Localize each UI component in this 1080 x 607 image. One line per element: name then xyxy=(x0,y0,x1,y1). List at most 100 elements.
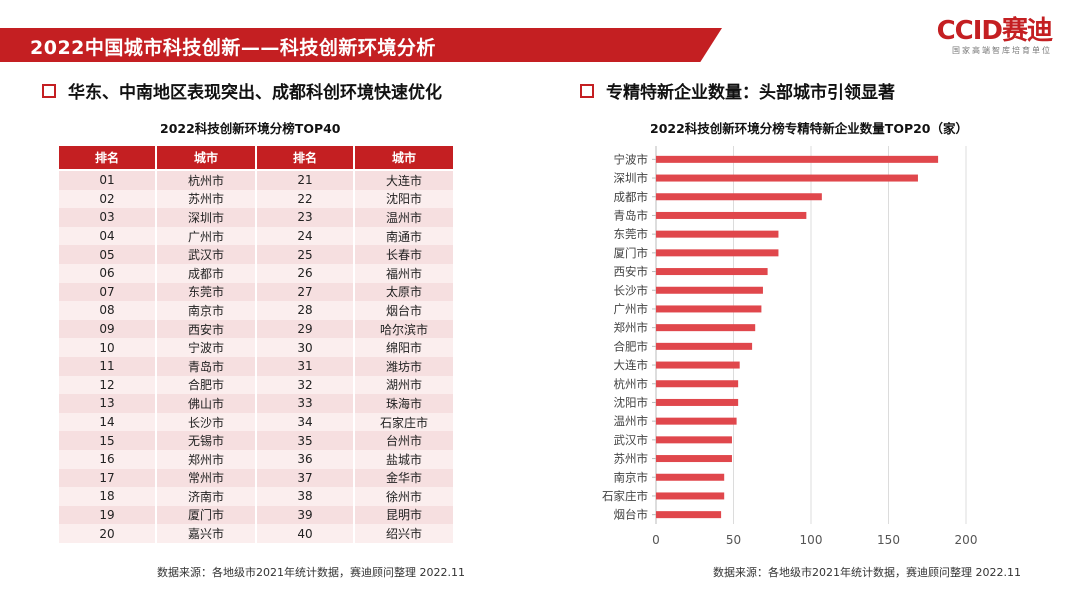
category-label: 石家庄市 xyxy=(602,489,648,503)
bar xyxy=(656,492,725,500)
rank-cell: 14 xyxy=(59,412,155,432)
table-row: 02 苏州市 22 沈阳市 xyxy=(59,189,453,209)
city-cell: 长沙市 xyxy=(157,412,255,432)
column-header: 城市 xyxy=(355,146,453,171)
right-section-title: 专精特新企业数量：头部城市引领显著 xyxy=(606,83,895,103)
rank-cell: 01 xyxy=(59,171,155,190)
bar xyxy=(656,324,756,332)
table-row: 12 合肥市 32 湖州市 xyxy=(59,375,453,395)
rank-cell: 38 xyxy=(257,487,353,506)
chart-title: 2022科技创新环境分榜专精特新企业数量TOP20（家） xyxy=(650,121,969,136)
bar xyxy=(656,193,822,201)
city-cell: 嘉兴市 xyxy=(157,524,255,543)
city-cell: 哈尔滨市 xyxy=(355,319,453,339)
x-tick-label: 200 xyxy=(955,533,978,547)
category-label: 沈阳市 xyxy=(614,395,649,409)
city-cell: 金华市 xyxy=(355,468,453,488)
city-cell: 青岛市 xyxy=(157,356,255,376)
city-cell: 烟台市 xyxy=(355,301,453,320)
category-label: 南京市 xyxy=(614,470,649,484)
rank-cell: 34 xyxy=(257,412,353,432)
city-cell: 常州市 xyxy=(157,468,255,488)
rank-cell: 25 xyxy=(257,245,353,264)
rank-cell: 09 xyxy=(59,319,155,339)
city-cell: 长春市 xyxy=(355,245,453,264)
table-row: 20 嘉兴市 40 绍兴市 xyxy=(59,524,453,543)
city-cell: 台州市 xyxy=(355,431,453,450)
bar xyxy=(656,417,737,425)
rank-cell: 37 xyxy=(257,468,353,488)
logo-subtitle: 国家高端智库培育单位 xyxy=(952,46,1052,55)
category-label: 苏州市 xyxy=(614,452,649,466)
ranking-table: 排名 城市 排名 城市 01 杭州市 21 大连市 02 苏州市 22 沈阳市 03 深圳市 23 温… xyxy=(57,146,455,543)
bar xyxy=(656,361,740,369)
table-row: 15 无锡市 35 台州市 xyxy=(59,431,453,450)
city-cell: 苏州市 xyxy=(157,189,255,209)
city-cell: 济南市 xyxy=(157,487,255,506)
bar xyxy=(656,174,918,182)
rank-cell: 35 xyxy=(257,431,353,450)
rank-cell: 17 xyxy=(59,468,155,488)
table-row: 04 广州市 24 南通市 xyxy=(59,226,453,246)
title-banner xyxy=(0,28,722,62)
table-row: 13 佛山市 33 珠海市 xyxy=(59,394,453,413)
bar xyxy=(656,155,939,163)
city-cell: 温州市 xyxy=(355,208,453,227)
ccid-logo: CCID赛迪 国家高端智库培育单位 xyxy=(936,10,1053,56)
x-tick-label: 150 xyxy=(877,533,900,547)
city-cell: 佛山市 xyxy=(157,394,255,413)
city-cell: 武汉市 xyxy=(157,245,255,264)
city-cell: 昆明市 xyxy=(355,505,453,525)
table-row: 14 长沙市 34 石家庄市 xyxy=(59,412,453,432)
category-label: 合肥市 xyxy=(614,339,649,353)
table-row: 19 厦门市 39 昆明市 xyxy=(59,505,453,525)
rank-cell: 18 xyxy=(59,487,155,506)
city-cell: 绍兴市 xyxy=(355,524,453,543)
bar xyxy=(656,436,732,444)
rank-cell: 33 xyxy=(257,394,353,413)
city-cell: 珠海市 xyxy=(355,394,453,413)
rank-cell: 40 xyxy=(257,524,353,543)
rank-cell: 03 xyxy=(59,208,155,227)
category-label: 西安市 xyxy=(614,265,649,279)
category-label: 深圳市 xyxy=(614,171,649,185)
category-label: 杭州市 xyxy=(614,377,649,391)
city-cell: 西安市 xyxy=(157,319,255,339)
city-cell: 盐城市 xyxy=(355,449,453,469)
city-cell: 徐州市 xyxy=(355,487,453,506)
rank-cell: 19 xyxy=(59,505,155,525)
table-row: 10 宁波市 30 绵阳市 xyxy=(59,338,453,357)
bar xyxy=(656,249,779,257)
bar-chart: 0 50 100 150 200 宁波市深圳市成都市青岛市东莞市厦门市西安市长沙市广州市郑… xyxy=(602,146,978,547)
category-label: 成都市 xyxy=(614,190,649,204)
table-row: 01 杭州市 21 大连市 xyxy=(59,171,453,190)
table-row: 05 武汉市 25 长春市 xyxy=(59,245,453,264)
x-tick-label: 0 xyxy=(652,533,660,547)
category-label: 东莞市 xyxy=(614,227,649,241)
rank-cell: 28 xyxy=(257,301,353,320)
logo-text: CCID赛迪 xyxy=(936,16,1053,46)
column-header: 排名 xyxy=(257,146,353,171)
table-header-row: 排名 城市 排名 城市 xyxy=(59,146,453,171)
table-row: 06 成都市 26 福州市 xyxy=(59,263,453,283)
rank-cell: 11 xyxy=(59,356,155,376)
city-cell: 沈阳市 xyxy=(355,189,453,209)
right-section-heading: 专精特新企业数量：头部城市引领显著 xyxy=(580,78,895,103)
category-label: 青岛市 xyxy=(614,208,649,222)
city-cell: 南通市 xyxy=(355,226,453,246)
rank-cell: 22 xyxy=(257,189,353,209)
bar xyxy=(656,230,779,238)
bar xyxy=(656,211,807,219)
column-header: 城市 xyxy=(157,146,255,171)
right-source-note: 数据来源：各地级市2021年统计数据，赛迪顾问整理 2022.11 xyxy=(713,566,1021,579)
rank-cell: 12 xyxy=(59,375,155,395)
city-cell: 福州市 xyxy=(355,263,453,283)
square-bullet-icon xyxy=(580,83,594,98)
table-title: 2022科技创新环境分榜TOP40 xyxy=(160,121,341,136)
rank-cell: 24 xyxy=(257,226,353,246)
rank-cell: 07 xyxy=(59,282,155,302)
bar xyxy=(656,305,762,313)
category-label: 大连市 xyxy=(614,358,649,372)
city-cell: 太原市 xyxy=(355,282,453,302)
rank-cell: 13 xyxy=(59,394,155,413)
